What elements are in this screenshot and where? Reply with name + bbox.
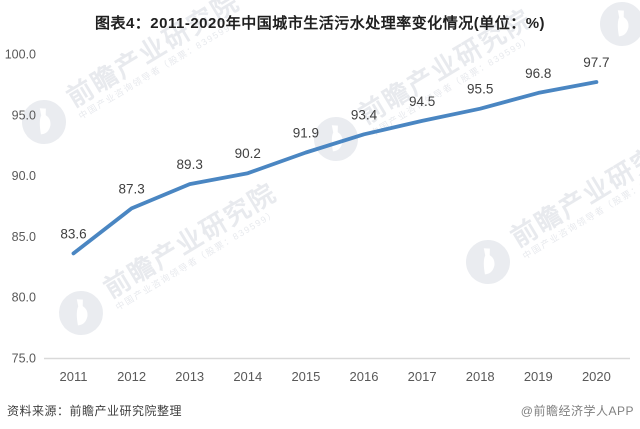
point-label: 91.9 — [293, 125, 319, 140]
x-tick-label: 2014 — [233, 369, 262, 384]
x-tick-label: 2016 — [350, 369, 379, 384]
point-label: 83.6 — [60, 226, 86, 241]
x-tick-label: 2012 — [117, 369, 146, 384]
point-label: 90.2 — [235, 146, 261, 161]
point-label: 97.7 — [583, 55, 609, 70]
line-chart: 75.0 80.0 85.0 90.0 95.0 100.0 83.6 2011 87.3 201… — [5, 48, 630, 384]
x-tick-label: 2011 — [60, 369, 88, 384]
source-note: 资料来源：前瞻产业研究院整理 — [7, 404, 183, 418]
trend-line — [71, 80, 599, 256]
x-tick-label: 2013 — [175, 369, 204, 384]
x-tick-label: 2020 — [582, 369, 611, 384]
point-label: 94.5 — [409, 94, 435, 109]
y-tick-label: 100.0 — [5, 48, 36, 62]
y-tick-label: 90.0 — [12, 169, 36, 183]
x-tick-label: 2017 — [408, 369, 437, 384]
point-label: 96.8 — [525, 66, 551, 81]
point-label: 87.3 — [118, 181, 144, 196]
point-label: 95.5 — [467, 82, 493, 97]
y-tick-label: 75.0 — [12, 352, 36, 366]
point-label: 93.4 — [351, 107, 378, 122]
x-tick-label: 2015 — [291, 369, 320, 384]
attribution-note: @前瞻经济学人APP — [520, 404, 634, 418]
y-tick-label: 95.0 — [12, 108, 36, 122]
y-tick-label: 80.0 — [12, 291, 36, 305]
x-tick-label: 2019 — [524, 369, 553, 384]
point-label: 89.3 — [177, 157, 203, 172]
x-tick-label: 2018 — [466, 369, 495, 384]
chart-title: 图表4：2011-2020年中国城市生活污水处理率变化情况(单位：%) — [94, 15, 546, 32]
y-tick-label: 85.0 — [12, 230, 36, 244]
